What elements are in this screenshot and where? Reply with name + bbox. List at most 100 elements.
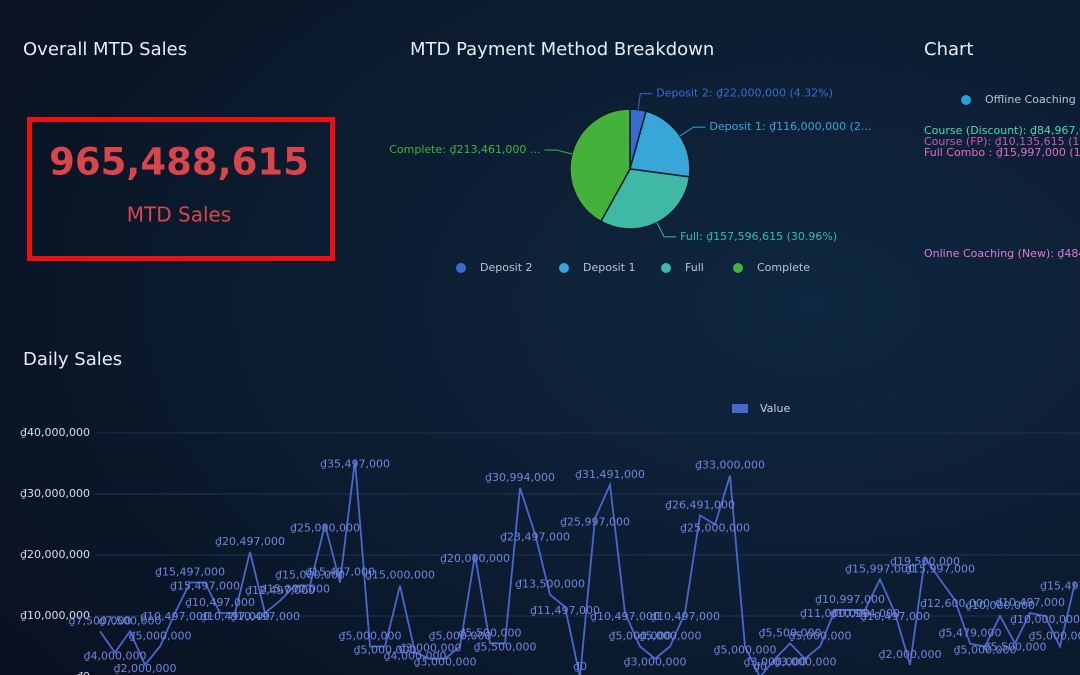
data-label: ₫5,500,000 (459, 626, 522, 639)
line (99, 460, 1076, 675)
legend-dot (733, 263, 743, 273)
data-label: ₫5,500,000 (984, 640, 1047, 653)
data-label: ₫15,000,000 (260, 583, 330, 596)
data-label: ₫10,497,000 (650, 610, 720, 623)
data-label: ₫5,000,000 (339, 630, 402, 643)
data-label: ₫10,994,000 (830, 607, 900, 620)
y-tick-label: ₫0 (76, 670, 90, 675)
data-label: ₫5,479,000 (939, 627, 1002, 640)
data-label: ₫11,497,000 (530, 604, 600, 617)
kpi-label: MTD Sales (127, 203, 231, 227)
pie-label: Complete: ₫213,461,000 ... (389, 143, 540, 156)
data-label: ₫10,497,000 (185, 596, 255, 609)
kpi-value: 965,488,615 (49, 141, 309, 184)
data-label: ₫10,497,000 (230, 610, 300, 623)
data-label: ₫30,994,000 (485, 471, 555, 484)
data-label: ₫5,000,000 (789, 630, 852, 643)
legend-swatch (732, 404, 748, 413)
pie-slice (599, 168, 691, 230)
legend-label: Value (760, 402, 790, 415)
pie-label: Deposit 2: ₫22,000,000 (4.32%) (656, 87, 833, 100)
pie-label: Course (FP): ₫10,135,615 (1.05 (924, 135, 1080, 148)
data-label: ₫15,997,000 (905, 562, 975, 575)
data-label: ₫7,500,000 (69, 614, 132, 627)
y-tick-label: ₫30,000,000 (20, 487, 90, 500)
data-label: ₫2,000,000 (114, 662, 177, 675)
leader-line (679, 126, 706, 137)
data-label: ₫25,000,000 (680, 522, 750, 535)
pie-label: Deposit 1: ₫116,000,000 (2... (709, 120, 871, 133)
data-label: ₫15,997,000 (845, 562, 915, 575)
data-label: ₫10,497,000 (200, 610, 270, 623)
data-label: ₫31,491,000 (575, 468, 645, 481)
data-label: ₫4,000,000 (384, 650, 447, 663)
data-label: ₫10,000,000 (965, 599, 1035, 612)
data-label: ₫13,500,000 (515, 578, 585, 591)
legend-dot (661, 263, 671, 273)
data-label: ₫10,000,000 (1010, 613, 1080, 626)
data-label: ₫15,497,000 (170, 579, 240, 592)
data-label: ₫20,497,000 (215, 535, 285, 548)
data-label: ₫20,000,000 (440, 552, 510, 565)
pie-label: Full Combo : ₫15,997,000 (1.66 (924, 146, 1080, 159)
data-label: ₫12,497,000 (245, 584, 315, 597)
legend-label: Complete (757, 261, 810, 274)
data-label: ₫5,000,000 (609, 630, 672, 643)
panel-title: MTD Payment Method Breakdown (410, 39, 714, 60)
data-label: ₫5,000,000 (354, 644, 417, 657)
pie-label: Full: ₫157,596,615 (30.96%) (680, 230, 837, 243)
panel-title: Overall MTD Sales (23, 39, 187, 60)
data-label: ₫25,997,000 (560, 515, 630, 528)
data-label: ₫5,000,000 (1029, 630, 1080, 643)
data-label: ₫26,491,000 (665, 498, 735, 511)
data-label: ₫15,497,000 (305, 565, 375, 578)
legend-label: Full (685, 261, 704, 274)
data-label: ₫11,000,000 (800, 607, 870, 620)
data-label: ₫10,497,000 (140, 610, 210, 623)
pie-label: Course (Discount): ₫84,967,000 (924, 124, 1080, 137)
data-label: ₫15,000,000 (365, 569, 435, 582)
pie-label: Online Coaching (New): ₫484,8 (924, 247, 1080, 260)
data-label: ₫10,497,000 (995, 596, 1065, 609)
data-label: ₫3,000,000 (624, 656, 687, 669)
legend-label: Offline Coaching (3 (985, 93, 1080, 106)
leader-line (637, 93, 653, 110)
data-label: ₫5,500,000 (759, 626, 822, 639)
data-label: ₫19,500,000 (890, 555, 960, 568)
y-tick-label: ₫10,000,000 (20, 609, 90, 622)
data-label: ₫15,497,000 (1040, 579, 1080, 592)
data-label: ₫5,000,000 (129, 630, 192, 643)
data-label: ₫3,000,000 (399, 642, 462, 655)
data-label: ₫5,000,000 (714, 644, 777, 657)
data-label: ₫15,497,000 (155, 565, 225, 578)
legend-dot (456, 263, 466, 273)
y-tick-label: ₫40,000,000 (20, 426, 90, 439)
data-label: ₫3,000,000 (744, 656, 807, 669)
data-label: ₫2,000,000 (879, 648, 942, 661)
data-label: ₫10,997,000 (815, 593, 885, 606)
panel-title: Daily Sales (23, 349, 122, 370)
data-label: ₫3,000,000 (414, 656, 477, 669)
data-label: ₫4,000,000 (84, 650, 147, 663)
y-tick-label: ₫20,000,000 (20, 548, 90, 561)
pie-slice (569, 108, 631, 223)
data-label: ₫7,500,000 (99, 614, 162, 627)
highlight-box (27, 117, 335, 261)
panel-title: Chart (924, 39, 973, 60)
data-label: ₫3,000,000 (774, 656, 837, 669)
data-label: ₫5,500,000 (474, 640, 537, 653)
data-label: ₫0 (573, 660, 587, 673)
legend-label: Deposit 1 (583, 261, 636, 274)
data-label: ₫35,497,000 (320, 457, 390, 470)
legend-dot (559, 263, 569, 273)
data-label: ₫23,497,000 (500, 531, 570, 544)
data-label: ₫5,000,000 (954, 644, 1017, 657)
leader-line (656, 222, 677, 238)
data-label: ₫5,000,000 (429, 630, 492, 643)
data-label: ₫25,000,000 (290, 522, 360, 535)
leader-line (544, 149, 573, 155)
data-label: ₫0 (753, 660, 767, 673)
legend-dot (961, 95, 971, 105)
